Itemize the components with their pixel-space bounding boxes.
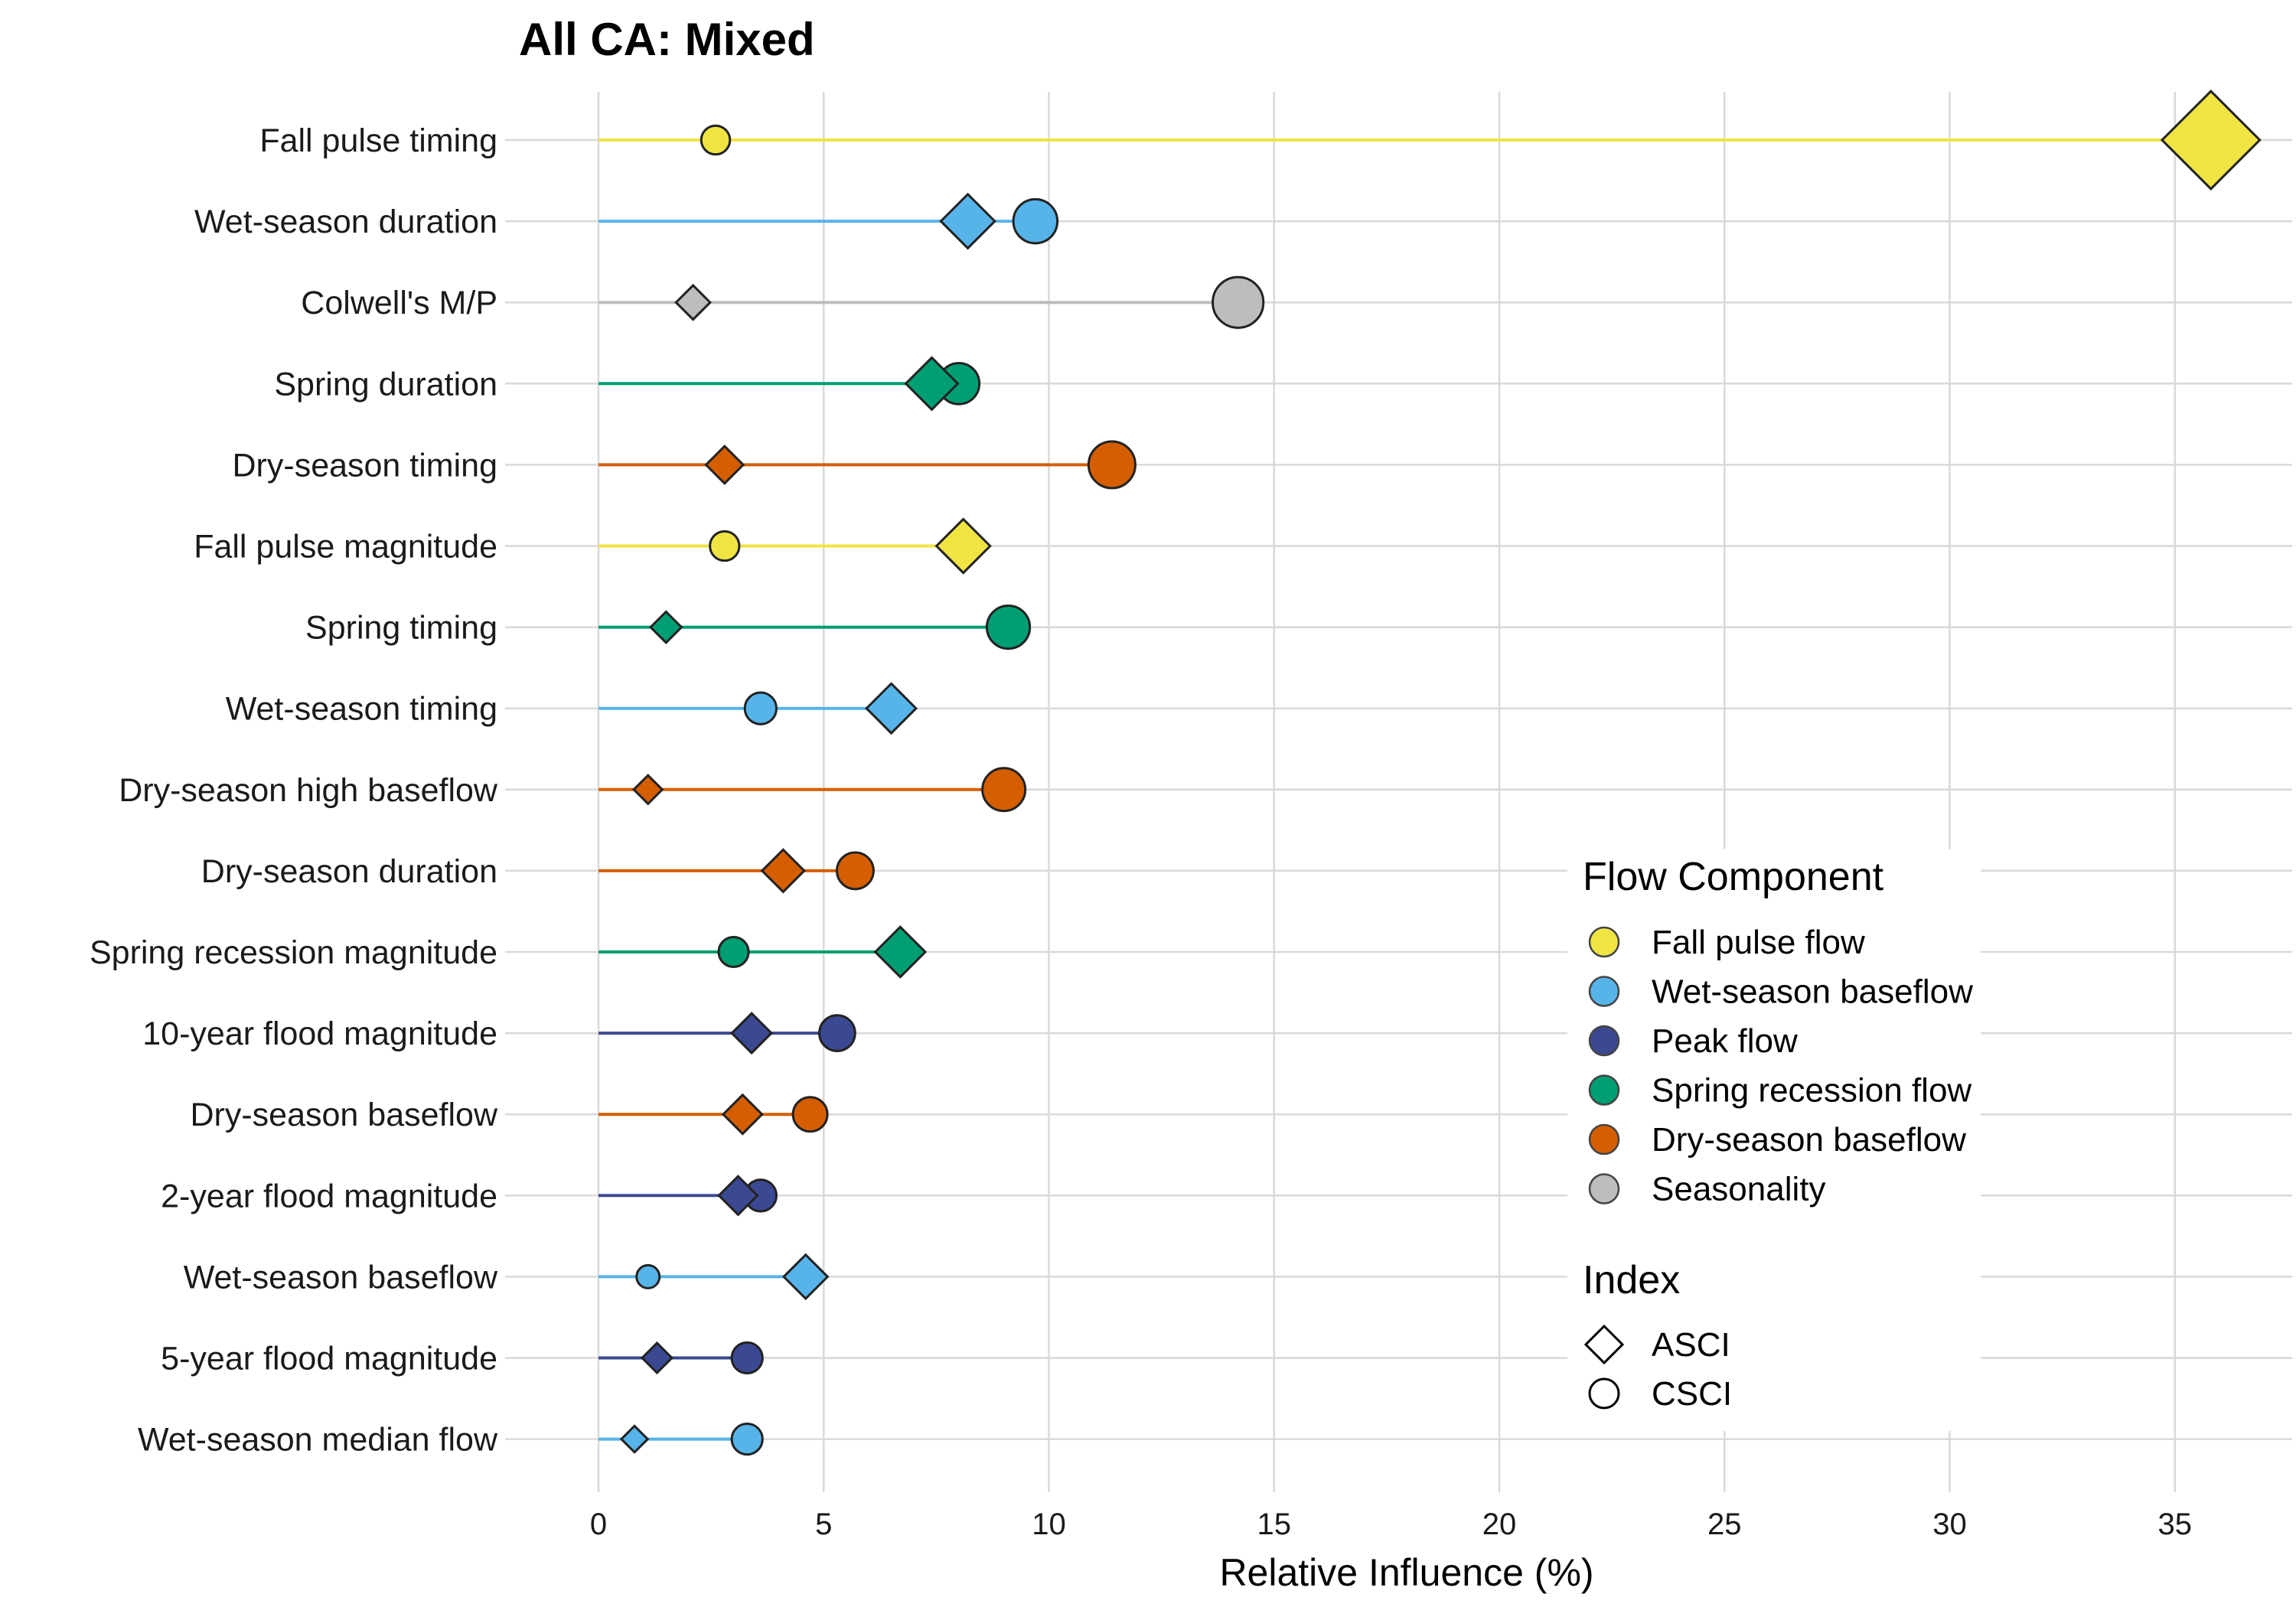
asci-point	[619, 1424, 650, 1454]
y-label-wet-season-duration: Wet-season duration	[194, 204, 497, 240]
y-label-dry-season-baseflow: Dry-season baseflow	[190, 1097, 497, 1133]
asci-point	[721, 1093, 764, 1136]
csci-point	[730, 1422, 764, 1456]
asci-point	[781, 1253, 830, 1301]
asci-point	[648, 610, 683, 644]
legend-swatch-wet-season-baseflow	[1588, 976, 1620, 1007]
x-axis-label: Relative Influence (%)	[1219, 1551, 1593, 1594]
asci-point	[2160, 90, 2262, 191]
legend: Flow Component Fall pulse flow Wet-season …	[1583, 855, 1973, 1413]
y-label-fall-pulse-magnitude: Fall pulse magnitude	[194, 529, 497, 566]
markers	[619, 90, 2262, 1456]
y-label-fall-pulse-timing: Fall pulse timing	[259, 122, 497, 159]
asci-point	[760, 848, 806, 894]
y-label-spring-timing: Spring timing	[305, 610, 497, 647]
csci-point	[743, 691, 778, 725]
csci-point	[700, 124, 732, 156]
asci-point	[704, 444, 745, 485]
csci-point	[717, 935, 750, 969]
csci-point	[985, 604, 1032, 650]
legend-shape-csci	[1588, 1377, 1620, 1410]
legend-swatch-dry-season-baseflow	[1588, 1123, 1620, 1156]
x-tick-label: 30	[1932, 1508, 1967, 1541]
legend-title-index: Index	[1583, 1258, 1680, 1302]
legend-label-spring-recession-flow: Spring recession flow	[1652, 1072, 1971, 1110]
asci-point	[730, 1012, 774, 1055]
legend-swatch-peak-flow	[1588, 1025, 1620, 1057]
y-label-5-year-flood-magnitude: 5-year flood magnitude	[161, 1341, 497, 1377]
y-label-spring-recession-magnitude: Spring recession magnitude	[90, 934, 497, 971]
legend-label-asci: ASCI	[1652, 1326, 1730, 1364]
legend-label-csci: CSCI	[1652, 1375, 1732, 1413]
chart-title: All CA: Mixed	[519, 14, 815, 65]
asci-point	[640, 1341, 674, 1375]
legend-label-seasonality: Seasonality	[1652, 1171, 1825, 1208]
asci-point	[904, 356, 960, 412]
y-label-2-year-flood-magnitude: 2-year flood magnitude	[161, 1178, 497, 1214]
asci-point	[873, 925, 928, 979]
y-label-dry-season-timing: Dry-season timing	[233, 447, 498, 484]
legend-label-dry-season-baseflow: Dry-season baseflow	[1652, 1121, 1966, 1159]
legend-title-flow-component: Flow Component	[1583, 855, 1884, 899]
asci-point	[865, 682, 918, 735]
x-tick-label: 35	[2158, 1508, 2193, 1541]
x-tick-label: 25	[1707, 1508, 1742, 1541]
x-axis-ticks: 0 5 10 15 20 25 30 35	[590, 1508, 2192, 1541]
x-tick-label: 10	[1032, 1508, 1066, 1541]
legend-label-fall-pulse-flow: Fall pulse flow	[1652, 924, 1865, 961]
legend-swatch-seasonality	[1588, 1173, 1620, 1204]
asci-point	[939, 192, 996, 250]
legend-label-wet-season-baseflow: Wet-season baseflow	[1652, 973, 1973, 1011]
csci-point	[836, 851, 875, 891]
asci-point	[631, 774, 664, 806]
legend-swatch-fall-pulse-flow	[1588, 926, 1620, 958]
csci-point	[818, 1014, 856, 1052]
csci-point	[981, 767, 1027, 813]
csci-point	[730, 1341, 764, 1375]
y-label-colwell-s-m-p: Colwell's M/P	[301, 285, 497, 321]
legend-label-peak-flow: Peak flow	[1652, 1022, 1798, 1060]
legend-shape-asci	[1583, 1324, 1625, 1365]
y-label-wet-season-baseflow: Wet-season baseflow	[184, 1259, 498, 1296]
y-label-10-year-flood-magnitude: 10-year flood magnitude	[142, 1015, 497, 1052]
x-tick-label: 5	[815, 1508, 832, 1541]
y-label-wet-season-timing: Wet-season timing	[226, 691, 497, 728]
csci-point	[1012, 197, 1059, 245]
y-axis-labels: Fall pulse timing Wet-season duration Colw…	[90, 122, 498, 1459]
csci-point	[709, 530, 741, 562]
x-tick-label: 0	[590, 1508, 607, 1541]
x-tick-label: 20	[1482, 1508, 1517, 1541]
y-label-wet-season-median-flow: Wet-season median flow	[138, 1422, 498, 1459]
asci-point	[934, 517, 992, 575]
y-label-dry-season-high-baseflow: Dry-season high baseflow	[119, 772, 498, 809]
legend-box	[1567, 849, 1981, 1431]
legend-background	[1567, 849, 1981, 1431]
csci-point	[791, 1096, 829, 1133]
asci-point	[674, 283, 712, 321]
asci-point	[717, 1175, 759, 1217]
x-tick-label: 15	[1257, 1508, 1292, 1541]
legend-swatch-spring-recession-flow	[1588, 1074, 1620, 1106]
y-label-dry-season-duration: Dry-season duration	[201, 853, 497, 890]
csci-point	[1212, 275, 1265, 329]
y-label-spring-duration: Spring duration	[274, 366, 497, 403]
csci-point	[635, 1263, 661, 1289]
csci-point	[1087, 440, 1137, 490]
